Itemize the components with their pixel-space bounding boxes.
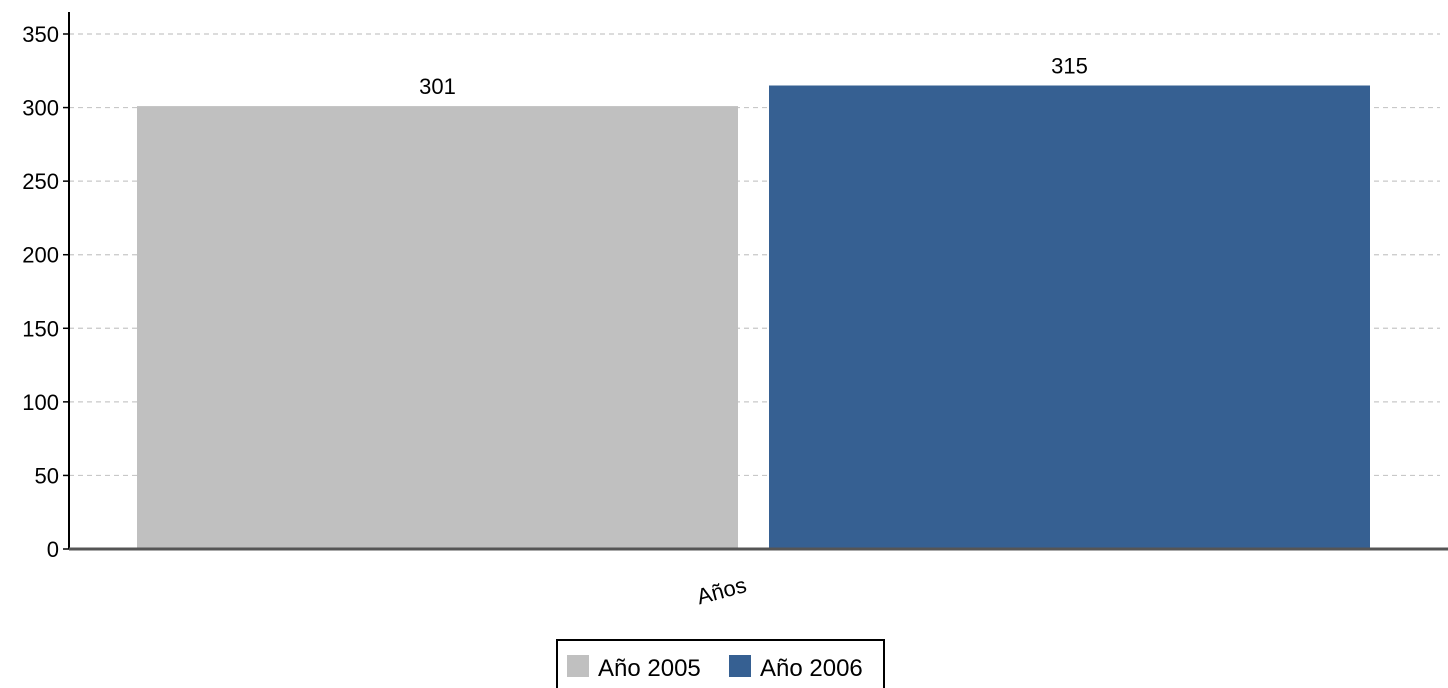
bar-a-o-2005 bbox=[137, 106, 738, 549]
data-label-a-o-2005: 301 bbox=[419, 74, 456, 99]
y-tick-label-350: 350 bbox=[22, 22, 59, 47]
y-tick-label-300: 300 bbox=[22, 96, 59, 121]
bars bbox=[137, 85, 1370, 549]
legend-label-a-o-2005: Año 2005 bbox=[598, 655, 701, 682]
y-tick-label-0: 0 bbox=[47, 537, 59, 562]
y-tick-label-50: 50 bbox=[35, 463, 59, 488]
bar-a-o-2006 bbox=[769, 85, 1370, 549]
legend-label-a-o-2006: Año 2006 bbox=[760, 655, 863, 682]
y-tick-label-100: 100 bbox=[22, 390, 59, 415]
category-labels: Años bbox=[694, 572, 749, 609]
category-label-anos: Años bbox=[694, 572, 749, 609]
legend-swatch-a-o-2005 bbox=[567, 655, 589, 677]
y-tick-labels: 0 50 100 150 200 250 300 350 bbox=[22, 22, 59, 562]
axes bbox=[63, 12, 1448, 551]
y-tick-label-250: 250 bbox=[22, 169, 59, 194]
y-tick-label-150: 150 bbox=[22, 316, 59, 341]
legend-swatch-a-o-2006 bbox=[729, 655, 751, 677]
y-tick-label-200: 200 bbox=[22, 243, 59, 268]
legend: Año 2005 Año 2006 bbox=[556, 639, 885, 688]
legend-box bbox=[556, 639, 885, 688]
data-label-a-o-2006: 315 bbox=[1051, 54, 1088, 79]
data-labels: 301 315 bbox=[419, 54, 1088, 100]
